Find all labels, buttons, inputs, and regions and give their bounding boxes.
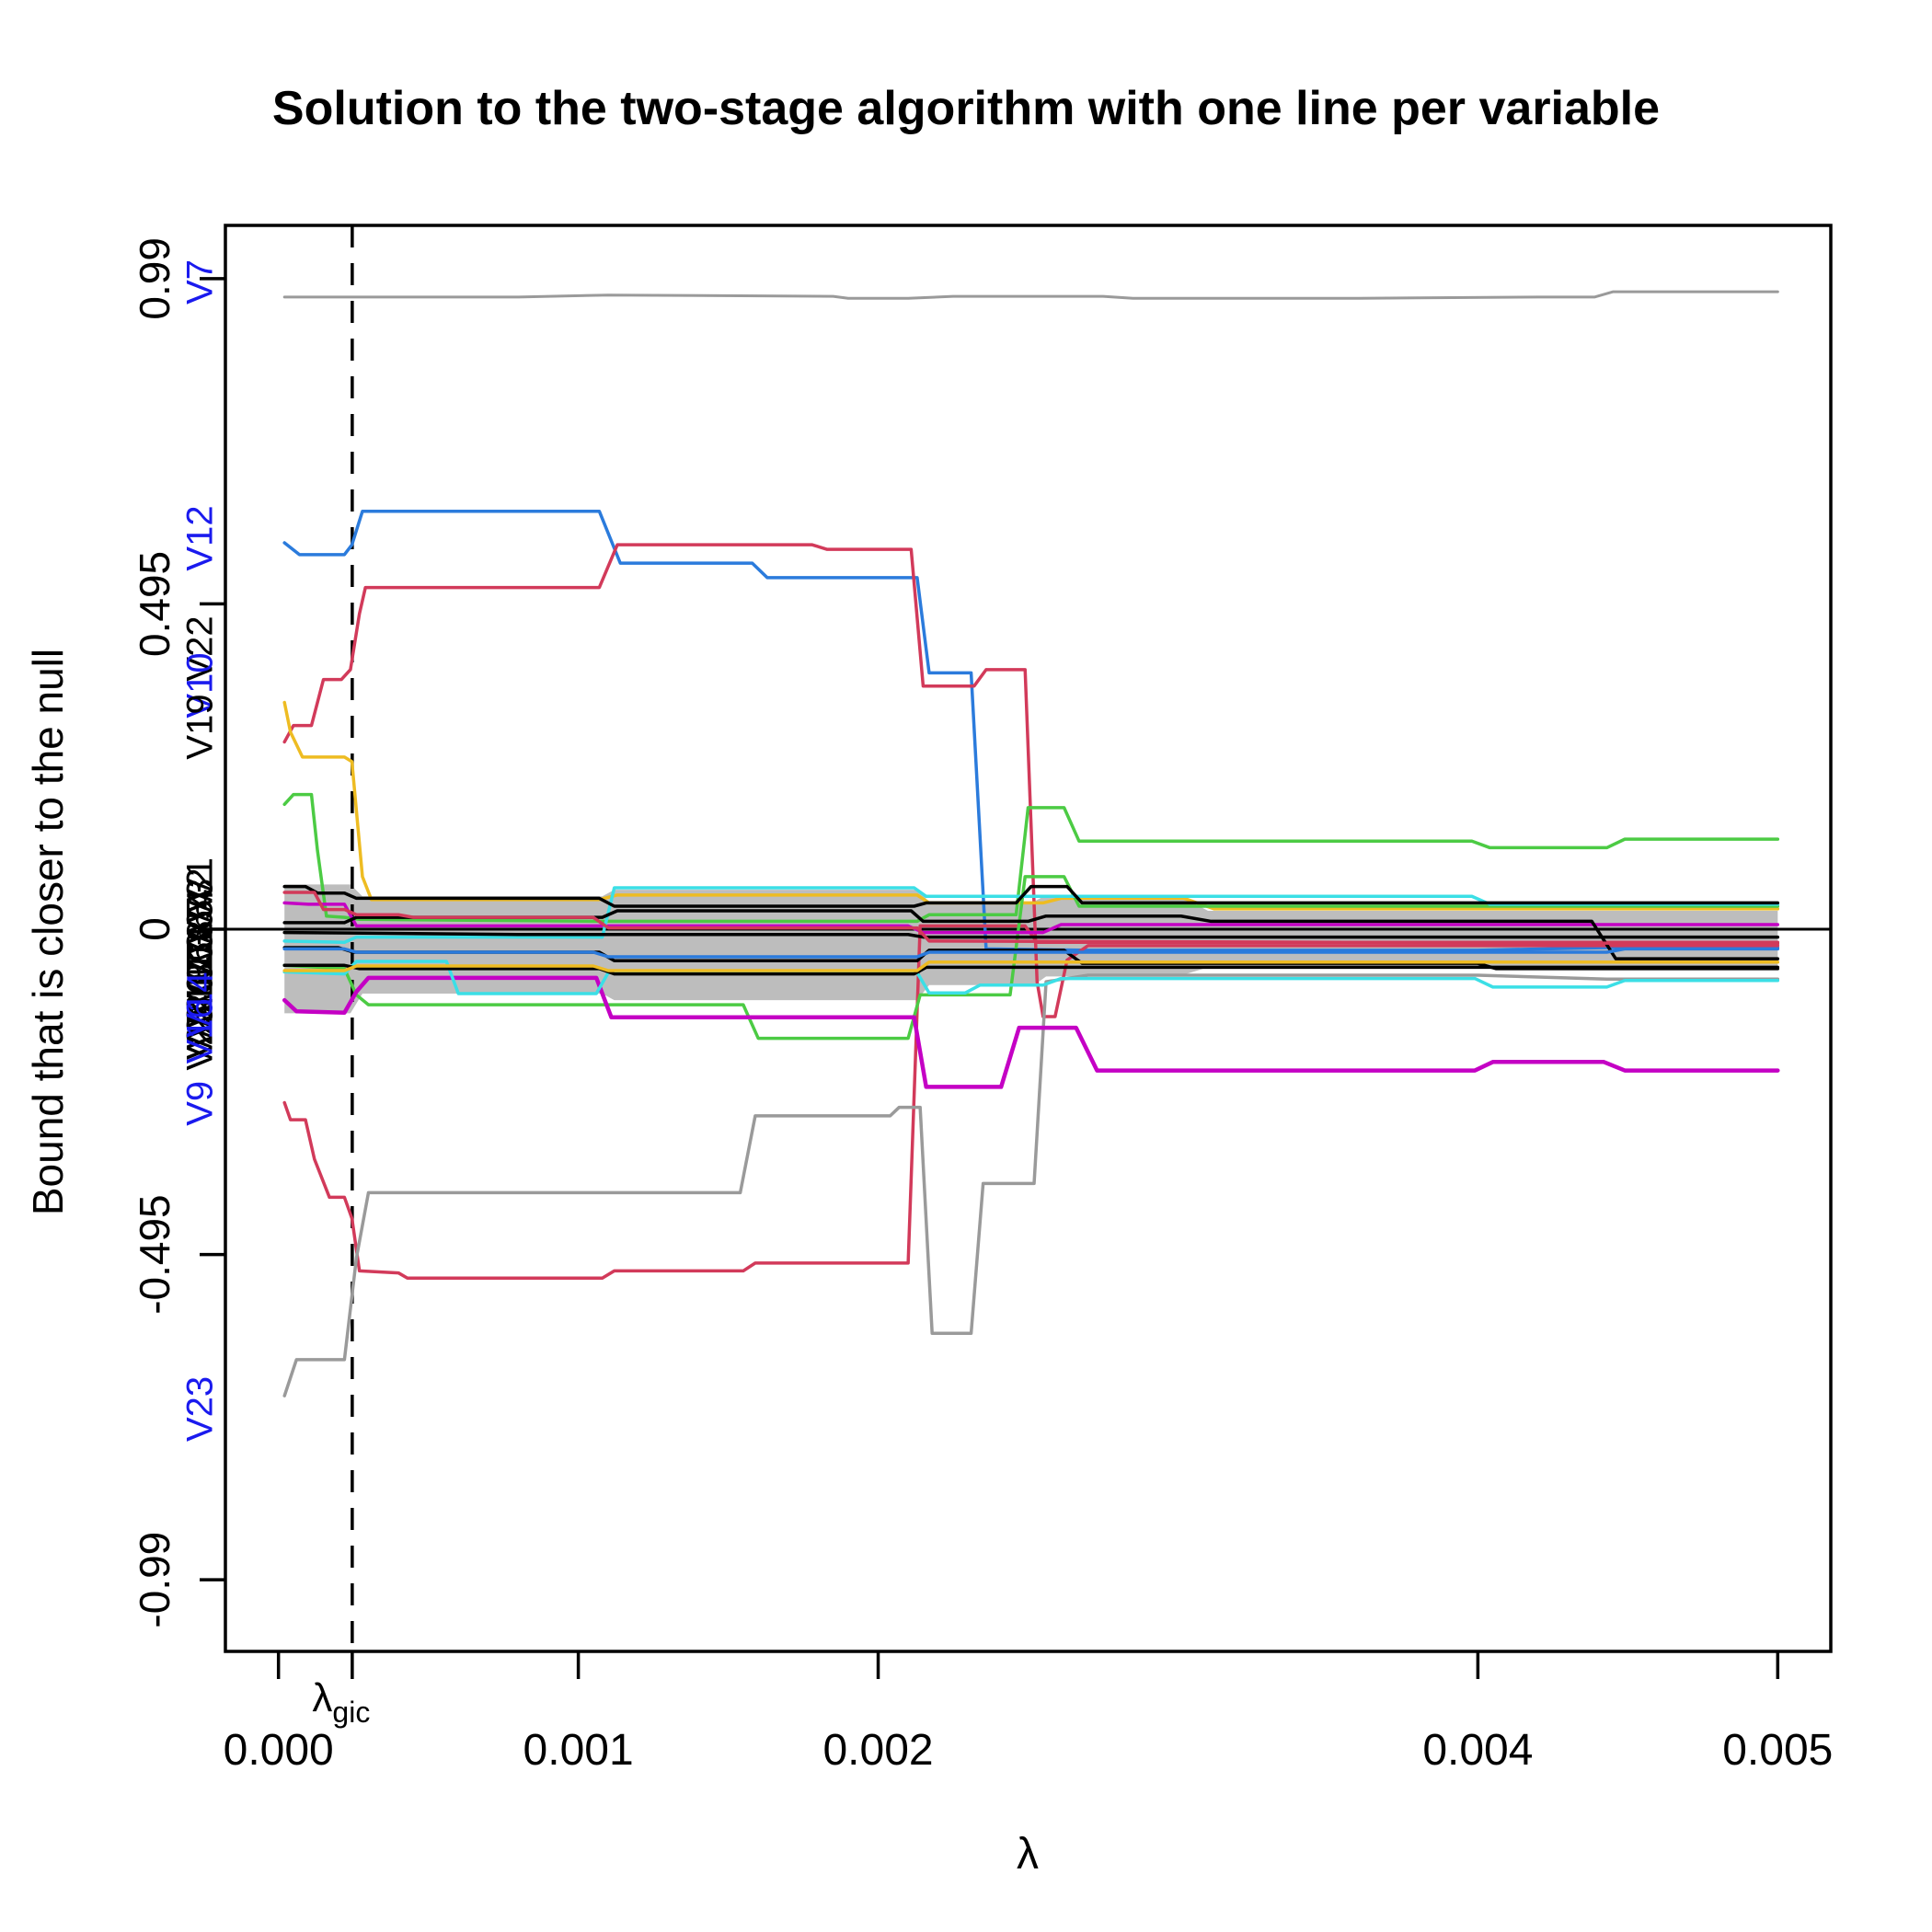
x-tick-label: 0.000 [224, 1726, 334, 1775]
axis-var-label: V14 [180, 972, 221, 1038]
x-tick-label: 0.002 [822, 1726, 933, 1775]
axis-var-label-blob: V15 [180, 942, 221, 1007]
axis-var-label: V12 [180, 505, 221, 570]
axis-var-label: V7 [180, 259, 221, 305]
x-tick-label: 0.005 [1722, 1726, 1833, 1775]
plot-frame [224, 224, 1833, 1653]
axis-var-label: V9 [180, 1081, 221, 1126]
axis-var-label-blob: V25 [180, 1005, 221, 1070]
axis-var-label-blob: V13 [180, 931, 221, 996]
axis-var-label: V19 [180, 694, 221, 759]
axis-var-label-blob: V1 [180, 857, 221, 903]
series-line-blue-cluster [282, 947, 1780, 959]
series-line-black-4 [282, 930, 1780, 939]
series-line-red-cluster [282, 891, 1780, 946]
axis-var-label-blob: V2 [180, 868, 221, 913]
axis-var-label-blob: V6 [180, 910, 221, 955]
axis-var-label-blob: V4 [180, 889, 221, 934]
axis-var-label-blob: V11 [180, 922, 221, 984]
axis-var-label: V23 [180, 1376, 221, 1442]
series-line-magenta-lower [282, 975, 1780, 1089]
series-line-cyan-upper [282, 886, 1780, 945]
y-tick-label: -0.99 [131, 1532, 178, 1628]
series-line-V12-blue [282, 509, 1780, 952]
series-line-V22-gold [282, 700, 1780, 911]
axis-var-label-blob: V8 [180, 921, 221, 966]
series-line-black-1 [282, 884, 1780, 908]
axis-var-label-blob: V21 [180, 983, 221, 1049]
axis-var-label: V10 [180, 652, 221, 718]
x-axis-label: λ [1017, 1830, 1039, 1879]
axis-var-label-blob: V18 [180, 963, 221, 1029]
axis-var-label-blob: V5 [180, 900, 221, 945]
y-tick-label: 0.99 [131, 237, 178, 320]
series-line-V7-gray-top [282, 290, 1779, 300]
series-line-red-top [282, 543, 1780, 1018]
axis-var-label: V22 [180, 615, 221, 681]
axis-var-label-blob: V3 [180, 879, 221, 924]
y-tick-label: -0.495 [131, 1194, 178, 1314]
x-tick-label: 0.001 [523, 1726, 634, 1775]
axis-var-label-blob: V20 [180, 973, 221, 1039]
series-line-cyan-lower [282, 960, 1780, 995]
series-line-V9-red-bottom [282, 924, 1780, 1281]
axis-var-label: V16 [180, 998, 221, 1064]
series-line-V19-green [282, 792, 1780, 924]
axis-var-label-blob: V17 [180, 952, 221, 1018]
axis-var-label-blob: V24 [180, 995, 221, 1060]
y-tick-label: 0.495 [131, 551, 178, 657]
series-line-gold-lower [282, 960, 1780, 972]
chart-title: Solution to the two-stage algorithm with… [271, 82, 1661, 135]
lambda-gic-label: λgic [312, 1675, 370, 1729]
series-line-V23-gray-bottom [282, 973, 1780, 1397]
y-tick-label: 0 [131, 917, 178, 941]
x-tick-label: 0.004 [1422, 1726, 1533, 1775]
series-line-black-2 [282, 909, 1780, 960]
